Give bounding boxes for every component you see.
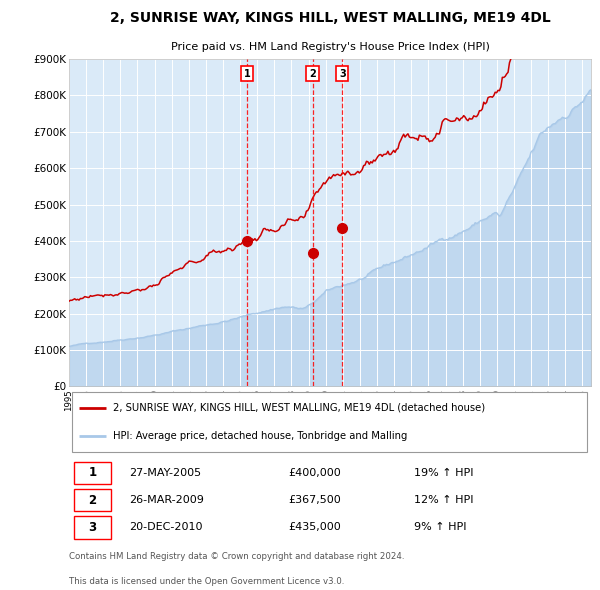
FancyBboxPatch shape: [71, 392, 587, 452]
Text: £400,000: £400,000: [288, 468, 341, 478]
Text: 12% ↑ HPI: 12% ↑ HPI: [413, 495, 473, 505]
Text: 2, SUNRISE WAY, KINGS HILL, WEST MALLING, ME19 4DL: 2, SUNRISE WAY, KINGS HILL, WEST MALLING…: [110, 11, 550, 25]
Text: 2, SUNRISE WAY, KINGS HILL, WEST MALLING, ME19 4DL (detached house): 2, SUNRISE WAY, KINGS HILL, WEST MALLING…: [113, 402, 485, 412]
Text: 19% ↑ HPI: 19% ↑ HPI: [413, 468, 473, 478]
Text: 3: 3: [88, 521, 97, 534]
Text: 9% ↑ HPI: 9% ↑ HPI: [413, 522, 466, 532]
Text: This data is licensed under the Open Government Licence v3.0.: This data is licensed under the Open Gov…: [69, 577, 344, 586]
Text: HPI: Average price, detached house, Tonbridge and Malling: HPI: Average price, detached house, Tonb…: [113, 431, 408, 441]
Text: Contains HM Land Registry data © Crown copyright and database right 2024.: Contains HM Land Registry data © Crown c…: [69, 552, 404, 561]
Text: £435,000: £435,000: [288, 522, 341, 532]
Text: £367,500: £367,500: [288, 495, 341, 505]
Text: 1: 1: [244, 68, 250, 78]
FancyBboxPatch shape: [74, 516, 111, 539]
Text: Price paid vs. HM Land Registry's House Price Index (HPI): Price paid vs. HM Land Registry's House …: [170, 42, 490, 52]
FancyBboxPatch shape: [74, 461, 111, 484]
Text: 20-DEC-2010: 20-DEC-2010: [129, 522, 203, 532]
Text: 1: 1: [88, 466, 97, 479]
FancyBboxPatch shape: [74, 489, 111, 511]
Text: 27-MAY-2005: 27-MAY-2005: [129, 468, 201, 478]
Text: 26-MAR-2009: 26-MAR-2009: [129, 495, 204, 505]
Text: 2: 2: [309, 68, 316, 78]
Text: 3: 3: [339, 68, 346, 78]
Text: 2: 2: [88, 493, 97, 507]
